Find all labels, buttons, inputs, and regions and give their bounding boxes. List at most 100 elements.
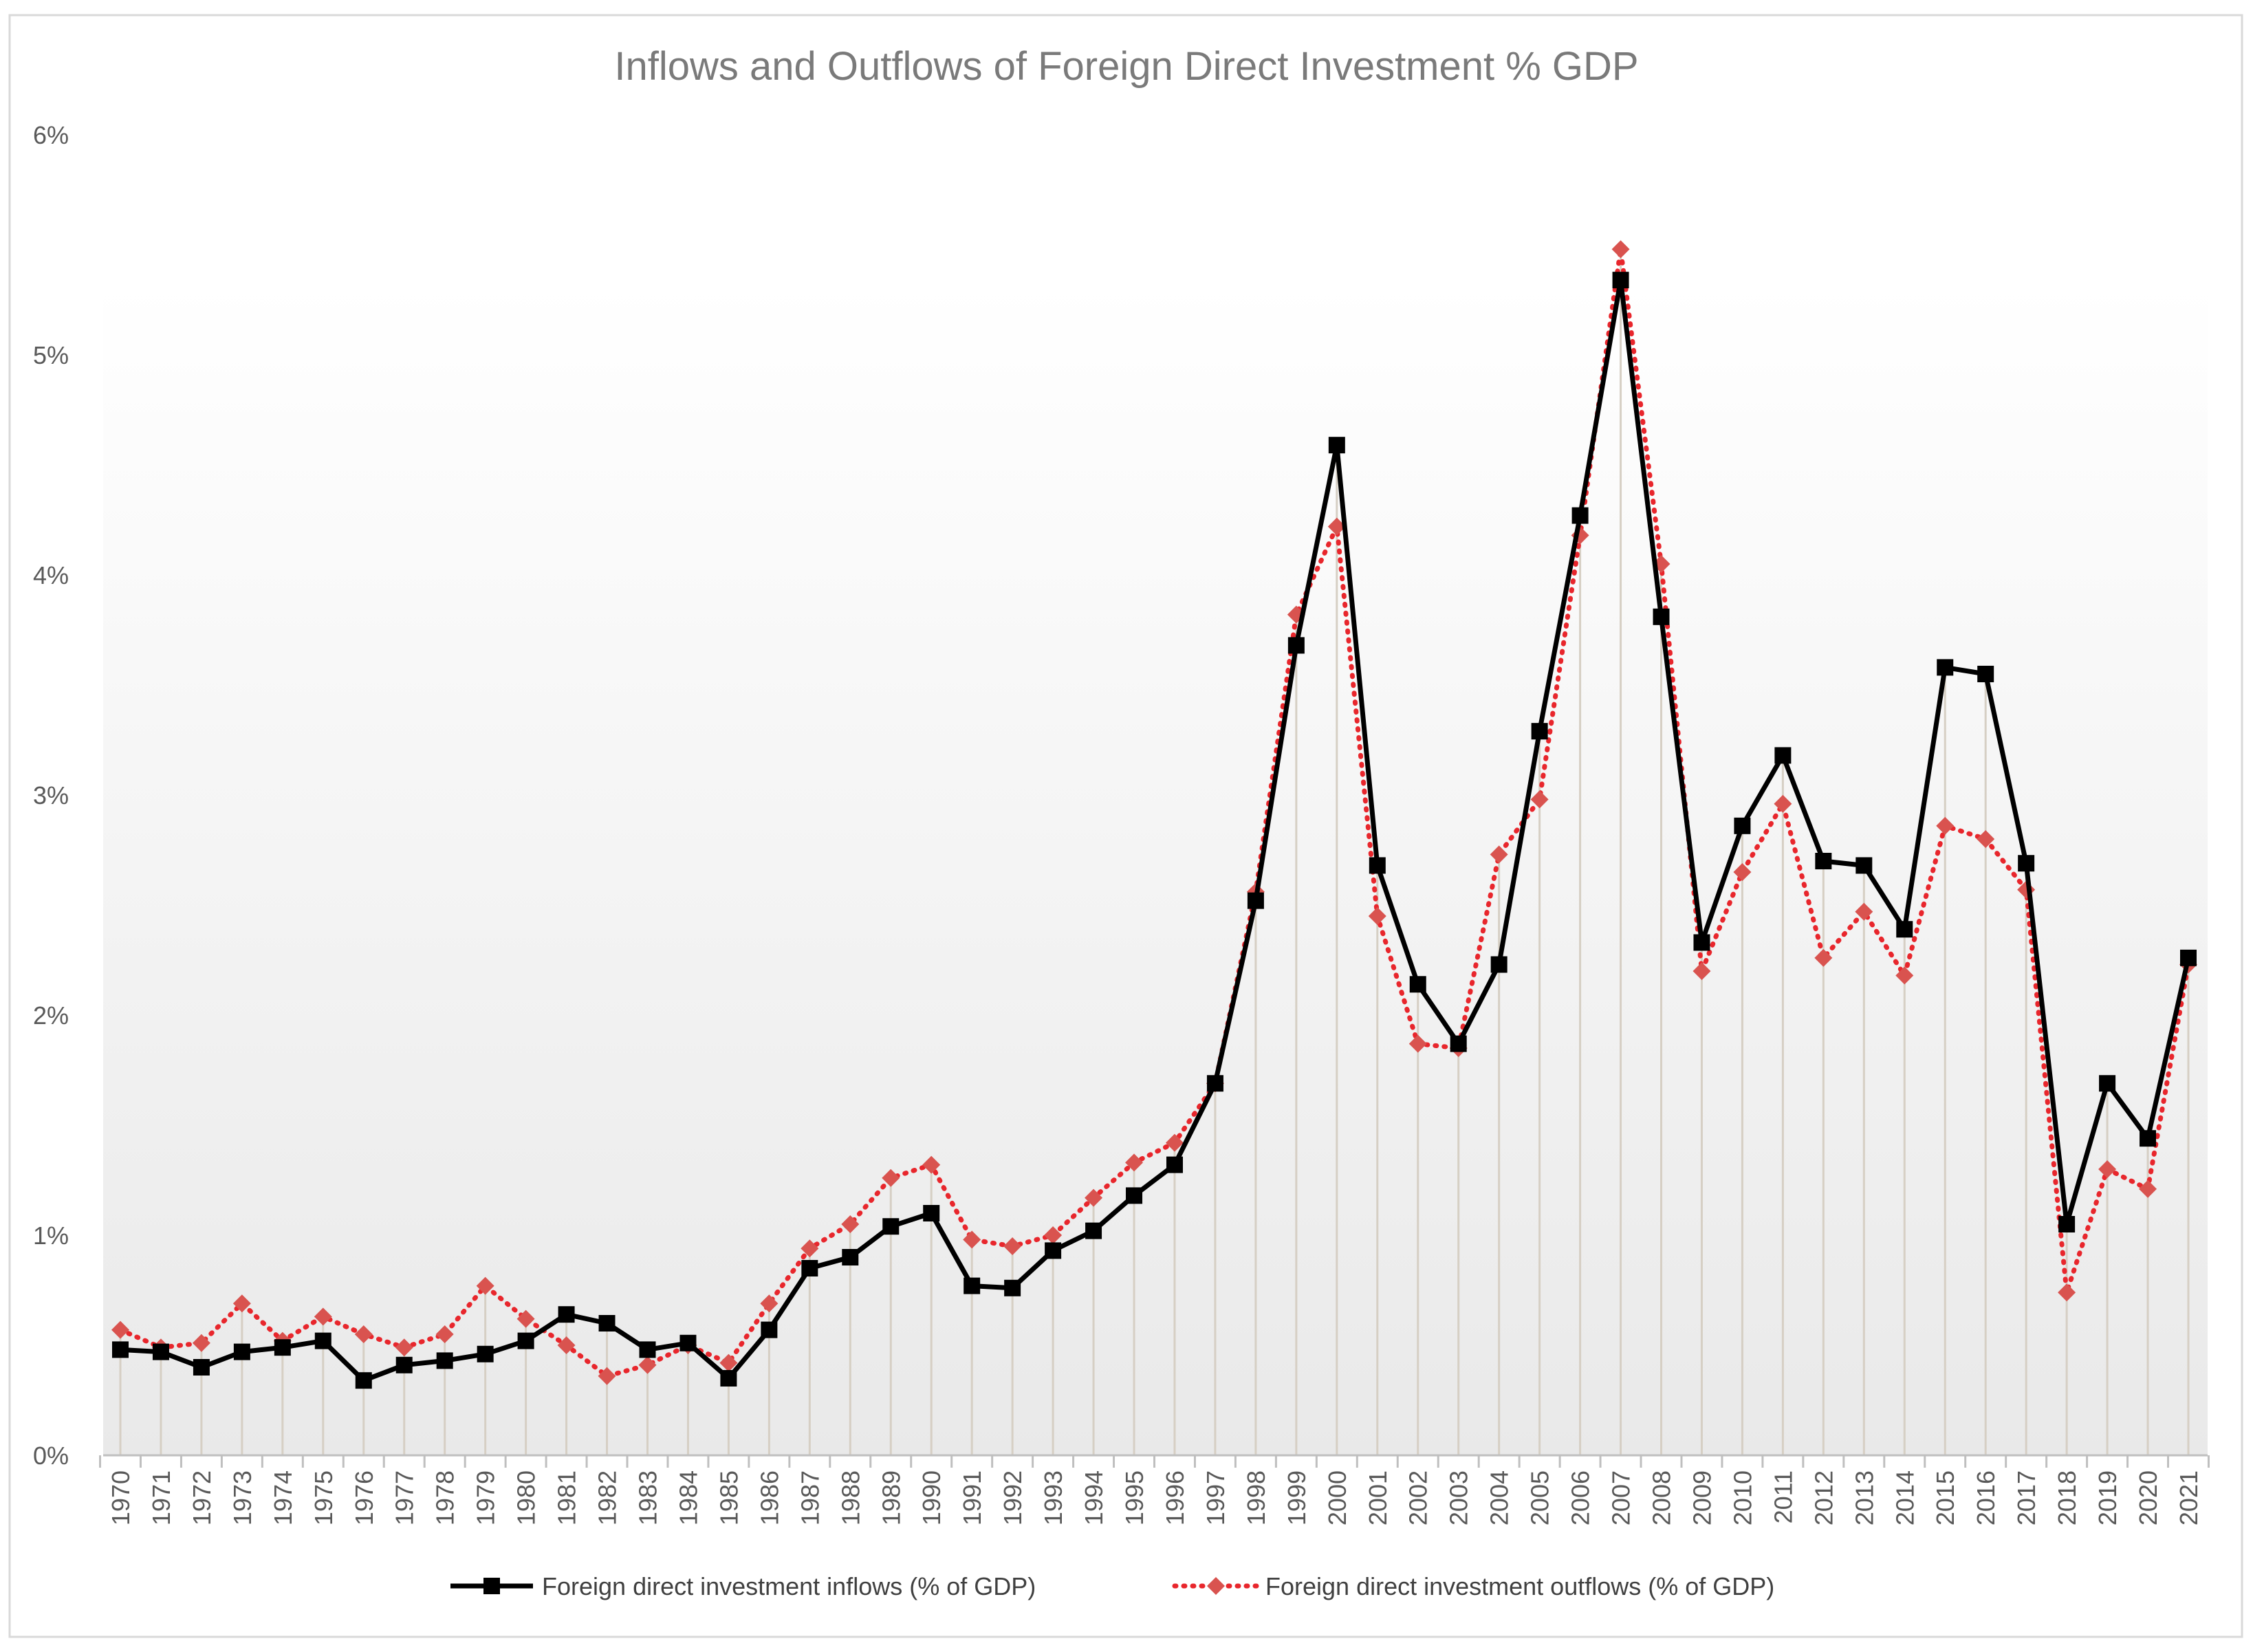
inflow-point [1409, 976, 1426, 993]
series-line-inflows [120, 277, 2191, 1383]
inflow-point [1085, 1222, 1102, 1239]
x-tick-label: 2014 [1891, 1470, 1919, 1525]
inflow-point [2180, 949, 2197, 966]
inflow-point [1126, 1187, 1143, 1204]
outflow-point [1530, 790, 1549, 809]
x-tick-label: 1973 [228, 1470, 257, 1525]
outflow-point [841, 1215, 860, 1233]
outflow-point [314, 1307, 332, 1326]
inflow-point [1004, 1279, 1021, 1296]
y-tick-label: 5% [33, 341, 69, 369]
outflow-point [1611, 240, 1630, 259]
outflow-point [638, 1356, 657, 1374]
x-tick-label: 2021 [2175, 1470, 2203, 1525]
outflow-point [1165, 1133, 1184, 1152]
x-tick-label: 2009 [1688, 1470, 1716, 1525]
outflow-point [111, 1320, 129, 1339]
outflow-point [2139, 1180, 2157, 1198]
x-tick-label: 1994 [1080, 1470, 1108, 1525]
inflow-point [2018, 855, 2035, 872]
inflow-point [1531, 723, 1548, 740]
outflow-point [1936, 816, 1955, 835]
plot-area-background [103, 282, 2208, 1455]
outflow-point [1003, 1237, 1022, 1255]
x-tick-label: 1972 [188, 1470, 216, 1525]
outflow-point [1977, 830, 1995, 848]
inflow-point [964, 1277, 981, 1294]
outflow-point [1855, 902, 1873, 921]
legend-inflows-label: Foreign direct investment inflows (% of … [542, 1572, 1036, 1600]
x-tick-label: 2016 [1972, 1470, 2000, 1525]
chart-title: Inflows and Outflows of Foreign Direct I… [614, 44, 1638, 89]
x-tick-label: 2003 [1445, 1470, 1473, 1525]
x-tick-label: 2013 [1850, 1470, 1878, 1525]
inflow-point [1490, 956, 1508, 973]
y-axis: 0% 1% 2% 3% 4% 5% 6% [33, 121, 69, 1470]
legend-inflows-marker [483, 1578, 500, 1594]
x-tick-label: 1988 [836, 1470, 864, 1525]
x-tick-label: 1980 [512, 1470, 541, 1525]
inflow-point [639, 1341, 656, 1358]
inflow-point [112, 1341, 129, 1358]
x-tick-label: 2004 [1485, 1470, 1514, 1525]
x-tick-label: 1992 [999, 1470, 1027, 1525]
inflow-point [2140, 1130, 2157, 1147]
x-tick-label: 1996 [1161, 1470, 1189, 1525]
x-tick-label: 2012 [1809, 1470, 1838, 1525]
outflow-point [192, 1334, 210, 1352]
inflow-point [558, 1306, 575, 1323]
inflow-point [1855, 857, 1873, 874]
x-tick-label: 2005 [1526, 1470, 1554, 1525]
outflow-point [1774, 794, 1792, 813]
x-tick-label: 2002 [1404, 1470, 1433, 1525]
x-tick-label: 2017 [2012, 1470, 2040, 1525]
x-axis: 1970 1971 1972 1973 1974 1975 1976 1977 1978 1979… [99, 1454, 2210, 1525]
x-tick-label: 2006 [1567, 1470, 1595, 1525]
outflow-point [882, 1169, 900, 1187]
inflow-point [1734, 817, 1751, 834]
outflow-point [1490, 845, 1508, 864]
x-tick-label: 1999 [1283, 1470, 1311, 1525]
outflow-point [1814, 948, 1833, 967]
x-tick-label: 1979 [472, 1470, 500, 1525]
x-tick-label: 1990 [917, 1470, 946, 1525]
x-tick-label: 2000 [1323, 1470, 1351, 1525]
x-tick-label: 1987 [796, 1470, 824, 1525]
outflow-point [2098, 1160, 2117, 1178]
outflow-point [557, 1336, 576, 1354]
x-tick-label: 1981 [553, 1470, 581, 1525]
inflow-point [1653, 608, 1670, 625]
outflow-point [516, 1309, 535, 1328]
inflow-point [1571, 507, 1589, 524]
inflow-point [355, 1372, 372, 1389]
series-line-outflows [118, 248, 2191, 1379]
inflow-point [842, 1249, 859, 1265]
inflow-point [1247, 892, 1264, 909]
y-tick-label: 1% [33, 1221, 69, 1250]
inflow-point [152, 1343, 169, 1360]
inflow-point [477, 1345, 494, 1362]
x-tick-label: 1983 [633, 1470, 662, 1525]
inflow-point [720, 1370, 737, 1387]
x-tick-label: 1986 [755, 1470, 783, 1525]
x-tick-label: 1977 [391, 1470, 419, 1525]
outflow-point [1408, 1034, 1427, 1053]
outflow-point [232, 1294, 251, 1313]
y-tick-label: 0% [33, 1442, 69, 1470]
inflow-point [517, 1332, 534, 1349]
x-tick-label: 1991 [958, 1470, 986, 1525]
inflow-point [1450, 1035, 1467, 1052]
inflow-point [314, 1332, 331, 1349]
outflow-point [395, 1338, 413, 1357]
outflow-point [1733, 863, 1752, 881]
inflow-point [233, 1343, 250, 1360]
outflow-point [1368, 907, 1386, 925]
inflow-point [395, 1356, 413, 1373]
inflow-point [193, 1359, 210, 1376]
inflow-point [436, 1352, 453, 1369]
inflow-point [1045, 1242, 1062, 1259]
inflow-point [1815, 853, 1832, 869]
series-layer [111, 240, 2197, 1389]
